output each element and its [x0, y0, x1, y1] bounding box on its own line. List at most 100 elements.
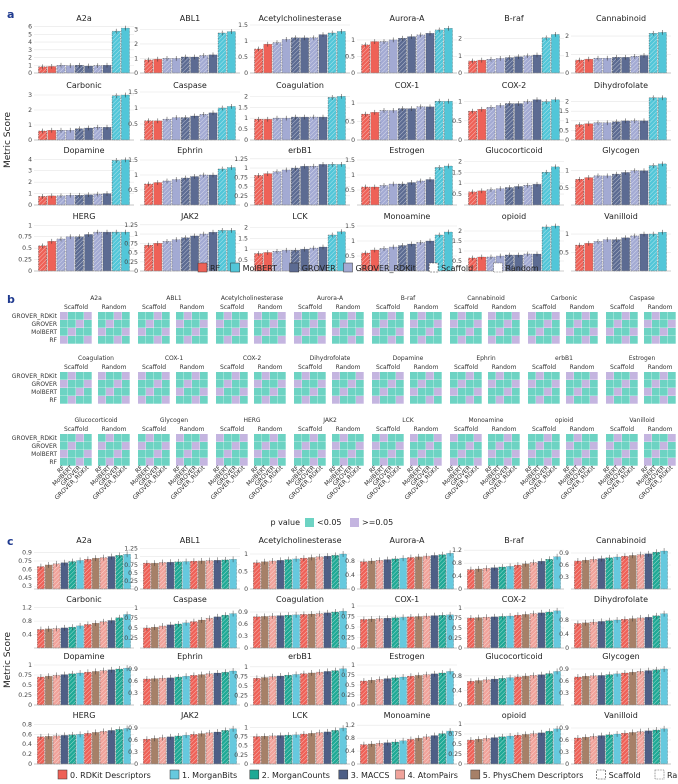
tick-label: 0.6	[22, 566, 32, 573]
bar	[407, 36, 416, 74]
bar	[370, 41, 380, 74]
row-label: MolBERT	[31, 451, 57, 458]
heatmap-cell	[278, 434, 286, 442]
bar	[300, 166, 309, 206]
heatmap-cell	[566, 450, 574, 458]
tick-label: 0.75	[341, 614, 355, 621]
heatmap-cell	[552, 372, 560, 380]
heatmap-cell	[356, 442, 364, 450]
heatmap-cell	[278, 328, 286, 336]
heatmap-cell	[348, 372, 356, 380]
tick-label: 0.5	[345, 624, 355, 631]
heatmap-cell	[68, 320, 76, 328]
bar	[490, 737, 499, 765]
heatmap-cell	[630, 434, 638, 442]
bar-hatch	[514, 565, 522, 589]
heatmap-cell	[106, 458, 114, 466]
bar-hatch	[435, 101, 444, 140]
heatmap-cell	[122, 442, 130, 450]
bar	[522, 675, 530, 706]
heatmap-cell	[340, 380, 348, 388]
bar-hatch	[162, 58, 172, 73]
heatmap-cell	[380, 320, 388, 328]
heatmap-cell	[310, 380, 318, 388]
bar	[198, 560, 206, 590]
bar-hatch	[284, 559, 292, 589]
heatmap-cell	[254, 396, 262, 404]
tick-label: 0	[244, 761, 248, 768]
heatmap-cell	[372, 434, 380, 442]
heatmap-cell	[474, 458, 482, 466]
bar-hatch	[398, 245, 407, 271]
heatmap-cell	[122, 336, 130, 344]
heatmap-cell	[396, 312, 404, 320]
heatmap-cell	[644, 388, 652, 396]
tick-label: 0.6	[559, 678, 569, 685]
bar-hatch	[159, 562, 167, 589]
heatmap-cell	[590, 328, 598, 336]
heatmap-cell	[318, 434, 326, 442]
heatmap-cell	[262, 442, 270, 450]
tick-label: 1	[28, 662, 32, 669]
heatmap-cell	[254, 458, 262, 466]
tick-label: 0.8	[345, 558, 355, 565]
heatmap-cell	[372, 372, 380, 380]
bar	[629, 555, 637, 590]
tick-label: 2	[458, 36, 462, 43]
heatmap-cell	[418, 434, 426, 442]
heatmap-cell	[396, 434, 404, 442]
heatmap-cell	[138, 434, 146, 442]
legend-swatch	[197, 262, 208, 273]
heatmap-cell	[154, 458, 162, 466]
heatmap-cell	[418, 380, 426, 388]
heatmap-cell	[660, 434, 668, 442]
bar	[383, 559, 392, 590]
heatmap-cell	[200, 312, 208, 320]
heatmap-cell	[114, 434, 122, 442]
heatmap-cell	[84, 320, 92, 328]
heatmap-cell	[122, 450, 130, 458]
heatmap-cell	[138, 380, 146, 388]
heatmap-cell	[536, 388, 544, 396]
bar	[182, 676, 190, 706]
heatmap-cell	[488, 388, 496, 396]
heatmap-cell	[232, 336, 240, 344]
heatmap-cell	[146, 320, 154, 328]
heatmap-cell	[434, 396, 442, 404]
heatmap-cell	[552, 336, 560, 344]
bar	[60, 562, 69, 590]
bar-hatch	[360, 744, 368, 764]
tick-label: 0.5	[238, 683, 248, 690]
heatmap-cell	[512, 380, 520, 388]
heatmap-cell	[340, 442, 348, 450]
bar	[208, 232, 218, 272]
bar	[639, 55, 649, 74]
heatmap-cell	[536, 380, 544, 388]
tick-label: 1	[565, 118, 569, 125]
heatmap-cell	[660, 328, 668, 336]
bar	[370, 112, 380, 141]
tick-label: 0	[565, 70, 569, 77]
bar	[444, 165, 453, 206]
bar	[553, 556, 561, 590]
bar	[337, 96, 346, 141]
heatmap-cell	[332, 336, 340, 344]
tick-label: 0.9	[559, 666, 569, 673]
bar-hatch	[574, 561, 582, 589]
heatmap-cell	[270, 320, 278, 328]
heatmap-cell	[84, 336, 92, 344]
heatmap-cell	[356, 458, 364, 466]
heatmap-cell	[318, 388, 326, 396]
bar-hatch	[391, 617, 399, 648]
bar	[107, 620, 116, 649]
heatmap-cell	[372, 380, 380, 388]
heatmap-cell	[606, 328, 614, 336]
heatmap-cell	[232, 458, 240, 466]
tick-label: 0	[351, 70, 355, 77]
panel-a-charts: A2a0123456ABL10123Acetylcholinesterase00…	[18, 14, 671, 275]
bar	[506, 615, 514, 649]
